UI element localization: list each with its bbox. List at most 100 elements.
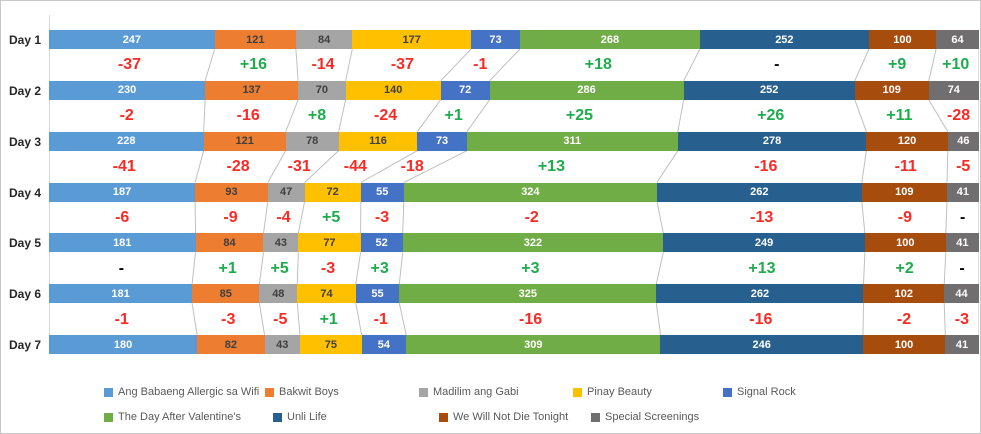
legend-swatch-icon [265,387,274,397]
delta-label: -44 [343,158,367,176]
bar-value-label: 55 [371,287,384,300]
legend-item-pinay-beauty: Pinay Beauty [573,385,652,399]
bar-segment-the-day-after-valentine-s: 286 [489,80,684,100]
bar-segment-special-screenings: 41 [945,335,979,354]
category-label: Day 4 [9,185,42,200]
bar-segment-bakwit-boys: 121 [214,30,296,49]
bar-segment-pinay-beauty: 177 [352,30,472,49]
delta-label: +11 [886,107,913,125]
bar-value-label: 177 [402,33,421,46]
legend-label: Madilim ang Gabi [433,386,519,398]
legend-item-ang-babaeng-allergic-sa-wifi: Ang Babaeng Allergic sa Wifi [104,385,259,399]
delta-label: -16 [519,310,543,328]
bar-value-label: 137 [242,84,261,97]
bar-segment-pinay-beauty: 140 [345,80,441,100]
bar-segment-ang-babaeng-allergic-sa-wifi: 181 [49,233,196,253]
delta-label: +1 [218,259,237,277]
bar-value-label: 247 [122,33,142,46]
legend-swatch-icon [439,412,448,422]
bar-value-label: 230 [117,84,137,97]
bar-value-label: 102 [894,287,913,300]
bar-row: 181 85 48 74 55 325 262 102 44 [49,284,979,304]
bar-segment-signal-rock: 73 [471,30,521,49]
bar-value-label: 311 [563,135,582,148]
delta-label: -3 [221,310,236,328]
delta-label: -41 [112,158,136,176]
bar-segment-bakwit-boys: 84 [195,233,264,253]
bar-value-label: 44 [955,287,968,300]
category-label: Day 6 [9,287,42,302]
bar-segment-bakwit-boys: 121 [203,131,286,151]
bar-value-label: 75 [324,338,337,351]
bar-segment-special-screenings: 74 [928,80,979,100]
delta-label: -2 [896,310,912,328]
delta-label: +2 [895,259,914,277]
bar-segment-madilim-ang-gabi: 70 [298,80,346,100]
bar-value-label: 262 [750,287,770,300]
bar-segment-ang-babaeng-allergic-sa-wifi: 180 [49,335,198,354]
bar-segment-signal-rock: 55 [360,182,404,202]
delta-label: - [774,56,780,74]
delta-label: - [118,259,125,277]
bar-segment-special-screenings: 44 [944,284,979,304]
category-label: Day 1 [9,33,42,47]
bar-row: 228 121 78 116 73 311 278 120 46 [49,131,979,151]
delta-label: -2 [119,107,134,125]
category-label: Day 5 [9,236,42,251]
bar-value-label: 84 [317,33,331,46]
bar-value-label: 100 [894,338,914,351]
category-label: Day 3 [9,134,42,149]
bar-segment-ang-babaeng-allergic-sa-wifi: 230 [49,80,206,100]
bar-value-label: 48 [272,287,285,300]
legend-item-bakwit-boys: Bakwit Boys [265,385,339,399]
delta-label: +26 [757,107,785,125]
bar-value-label: 82 [224,338,237,351]
delta-label: -16 [754,158,778,176]
legend-label: Pinay Beauty [587,386,652,398]
bar-value-label: 322 [523,236,543,249]
bar-segment-we-will-not-die-tonight: 109 [854,80,929,100]
delta-label: +13 [748,259,776,277]
bar-segment-bakwit-boys: 93 [195,182,268,202]
delta-label: -24 [374,107,398,125]
bar-value-label: 77 [323,236,336,249]
bar-segment-signal-rock: 52 [360,233,403,253]
bar-segment-the-day-after-valentine-s: 325 [399,284,657,304]
legend-label: We Will Not Die Tonight [453,411,569,423]
bar-value-label: 74 [947,84,960,97]
delta-label: +9 [887,56,907,74]
bar-value-label: 120 [897,135,917,148]
bar-value-label: 180 [113,338,133,351]
legend-item-we-will-not-die-tonight: We Will Not Die Tonight [439,410,568,424]
delta-label: - [960,208,966,226]
bar-value-label: 121 [235,135,254,148]
bar-value-label: 268 [600,33,620,46]
legend-swatch-icon [273,412,282,422]
delta-label: +8 [307,107,327,125]
legend-swatch-icon [104,387,113,397]
bar-value-label: 43 [274,236,287,249]
delta-label: -2 [524,208,539,226]
bar-segment-madilim-ang-gabi: 43 [263,233,299,253]
legend-item-unli-life: Unli Life [273,410,327,424]
bar-row: 187 93 47 72 55 324 262 109 41 [49,182,979,202]
bar-row: 180 82 43 75 54 309 246 100 41 [49,335,979,354]
bar-value-label: 246 [752,338,771,351]
bar-segment-special-screenings: 41 [946,182,979,202]
bar-value-label: 252 [760,84,779,97]
bar-value-label: 41 [956,186,970,198]
bar-segment-bakwit-boys: 137 [205,80,299,100]
bar-value-label: 116 [369,135,387,148]
bar-segment-unli-life: 262 [656,284,864,304]
legend-label: Signal Rock [737,386,796,398]
bar-value-label: 100 [896,236,915,249]
delta-label: -18 [400,158,424,176]
bar-segment-the-day-after-valentine-s: 324 [403,182,657,202]
delta-label: -16 [749,310,773,328]
delta-label: -28 [226,158,250,176]
bar-value-label: 41 [955,338,969,351]
delta-label: +1 [319,310,338,328]
delta-label: -37 [117,56,142,74]
bar-value-label: 325 [518,287,537,300]
bar-segment-we-will-not-die-tonight: 100 [864,233,946,253]
